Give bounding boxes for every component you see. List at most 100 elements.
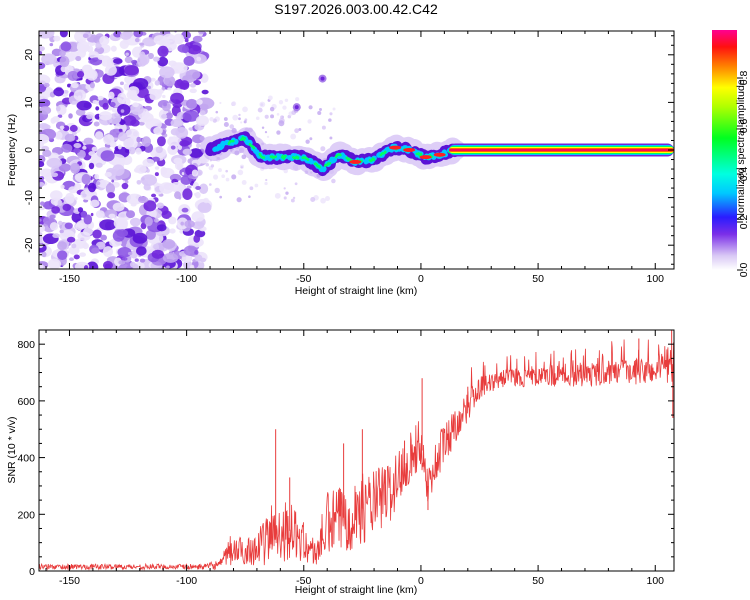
figure-title: S197.2026.003.00.42.C42 [274,1,438,17]
noise-blob [195,115,209,126]
scatter-blob [290,198,295,203]
noise-blob [184,220,195,228]
noise-blob [153,126,163,135]
noise-blob [178,196,182,200]
scatter-blob [243,120,247,124]
noise-blob [43,82,50,88]
noise-blob [127,251,133,256]
noise-blob [118,128,123,132]
noise-blob [159,66,175,79]
noise-blob [59,229,64,234]
noise-blob [61,143,73,153]
noise-blob [95,106,100,111]
noise-blob [162,253,179,263]
noise-blob [147,52,154,60]
scatter-blob [332,107,336,111]
steady-band [449,149,674,151]
noise-blob [189,88,197,94]
noise-blob [156,224,167,232]
noise-blob [71,243,77,249]
noise-blob [123,115,137,126]
noise-blob [131,59,138,65]
noise-blob [133,31,144,38]
noise-blob [59,125,65,130]
scatter-blob [218,168,222,173]
noise-blob [175,126,189,139]
noise-blob [81,71,91,79]
noise-blob [161,210,172,220]
noise-blob [107,192,116,199]
noise-blob [195,191,201,199]
colorbar-tick-label: 0.6 [738,119,750,134]
noise-blob [62,125,70,132]
noise-blob [179,140,190,147]
scatter-blob [317,110,322,116]
spectrogram-ytick-label: 0 [23,147,35,153]
noise-blob [75,108,86,116]
scatter-blob [269,106,275,112]
noise-blob [155,146,163,154]
noise-blob [187,44,202,55]
noise-blob [121,182,129,190]
noise-blob [74,183,82,190]
noise-blob [59,50,66,57]
noise-blob [154,166,160,170]
noise-blob [73,89,87,101]
noise-blob [60,184,65,189]
noise-blob [127,86,140,96]
noise-blob [168,216,177,225]
scatter-blob [232,114,239,121]
spectrogram-y-label: Frequency (Hz) [6,114,18,186]
noise-blob [49,222,59,231]
noise-blob [201,89,209,95]
noise-blob [100,234,107,241]
noise-blob [47,258,62,269]
noise-blob [55,105,61,112]
scatter-blob [274,192,281,199]
noise-blob [153,218,159,223]
ridge-hotspot [389,145,402,150]
noise-blob [194,249,199,255]
noise-blob [95,131,104,140]
snr-xtick-label: -150 [59,575,80,587]
colorbar: 0.0 0.2 0.4 0.6 0.8 Normalized spectral ampl… [712,30,750,277]
noise-blob [90,212,94,217]
noise-blob [102,102,109,110]
isolated-blob-core [320,76,325,81]
noise-blob [50,172,59,178]
noise-blob [99,35,110,46]
noise-blob [182,188,193,200]
noise-blob [73,147,81,154]
noise-blob [196,56,202,62]
noise-blob [120,109,125,113]
scatter-blob [325,196,330,202]
snr-ytick-label: 200 [17,509,35,521]
noise-blob [60,41,72,52]
noise-blob [97,95,104,101]
noise-blob [58,220,63,226]
scatter-blob [328,118,332,122]
noise-blob [151,156,160,162]
noise-blob [136,179,142,185]
colorbar-gradient [712,30,737,270]
scatter-blob [284,98,289,103]
noise-blob [104,171,112,178]
noise-blob [73,238,87,249]
noise-blob [73,254,80,260]
noise-blob [124,65,139,76]
noise-blob [119,39,129,49]
noise-blob [125,52,129,56]
scatter-blob [294,128,300,134]
noise-blob [103,134,115,145]
noise-blob [63,89,69,94]
noise-blob [39,98,51,108]
noise-blob [141,136,152,147]
noise-blob [112,230,125,242]
scatter-blob [320,197,326,204]
scatter-blob [249,186,254,191]
noise-blob [90,199,100,208]
ridge-inner [227,134,458,171]
noise-blob [105,183,116,194]
noise-blob [170,92,185,104]
